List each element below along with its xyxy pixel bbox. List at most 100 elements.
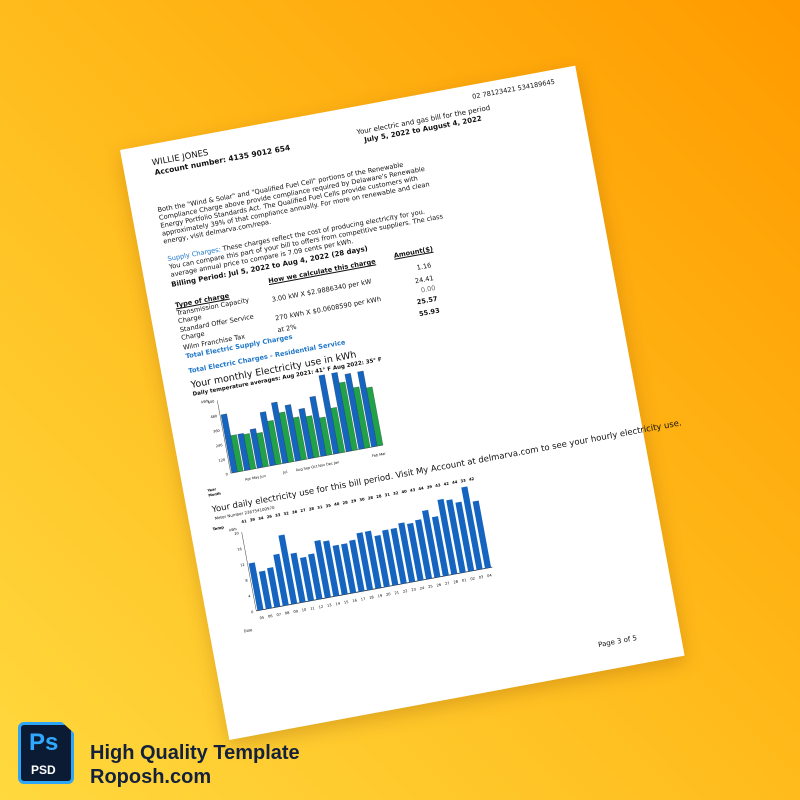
temperature-value: 44 — [418, 485, 424, 491]
date-label: 12 — [318, 605, 323, 610]
daily-bar — [314, 540, 331, 599]
daily-bar — [382, 529, 399, 586]
monthly-bar — [243, 433, 257, 470]
date-label: 15 — [344, 600, 349, 605]
bill-page: 02 78123421 534189645 Your electric and … — [120, 65, 685, 740]
y-tick-label: 16 — [237, 547, 242, 552]
temperature-value: 35 — [325, 502, 331, 508]
temperature-value: 32 — [393, 490, 399, 496]
daily-bar — [398, 522, 416, 583]
psd-label: PSD — [31, 763, 56, 777]
year-label: Year — [206, 487, 217, 493]
date-label: 23 — [411, 587, 416, 592]
month-label: Apr May Jun — [245, 474, 266, 482]
temperature-value: 29 — [350, 498, 356, 504]
temperature-value: 28 — [376, 493, 382, 499]
date-label: 10 — [301, 608, 307, 613]
daily-bar — [290, 552, 306, 603]
temperature-value: 26 — [266, 513, 272, 519]
y-tick-label: 0 — [251, 610, 254, 614]
monthly-bar — [330, 407, 345, 454]
date-label: 22 — [403, 589, 408, 594]
daily-bar — [308, 553, 323, 600]
photoshop-psd-badge: Ps PSD — [18, 722, 74, 784]
daily-bar — [349, 539, 365, 592]
daily-bar — [422, 509, 441, 578]
promo-site: Roposh.com — [90, 766, 212, 788]
monthly-bar — [319, 416, 333, 456]
monthly-bar — [267, 420, 282, 466]
temperature-value: 30 — [359, 496, 365, 502]
date-label: 11 — [310, 606, 315, 611]
daily-bar — [407, 522, 424, 581]
daily-bar — [323, 540, 340, 597]
y-axis — [217, 400, 232, 474]
monthly-bar — [278, 411, 295, 463]
date-label: 01 — [462, 578, 467, 583]
y-tick-label: 360 — [213, 429, 220, 434]
date-label: 05 — [259, 616, 264, 621]
date-label: 04 — [487, 573, 493, 578]
daily-bar — [258, 570, 272, 610]
y-tick-label: 4 — [248, 594, 252, 598]
daily-bar — [267, 567, 281, 608]
date-label: 07 — [276, 612, 281, 617]
y-tick-label: 8 — [245, 578, 248, 582]
date-label: 19 — [377, 594, 383, 599]
daily-bar — [278, 534, 298, 605]
date-label: 26 — [436, 583, 442, 588]
amount-header: Amount($) — [393, 244, 434, 260]
y-unit-label: kWh — [201, 399, 209, 404]
date-label: 06 — [268, 614, 274, 619]
daily-bar — [431, 516, 449, 577]
daily-bar — [300, 556, 315, 602]
date-label: 28 — [453, 580, 459, 585]
daily-bar — [364, 530, 382, 589]
date-label: 20 — [386, 592, 392, 597]
temp-label: Temp — [212, 524, 224, 531]
promo-headline: High Quality Template — [90, 742, 300, 764]
monthly-bar — [366, 386, 384, 447]
date-label: 02 — [470, 577, 475, 582]
temperature-value: 31 — [384, 492, 390, 498]
daily-bar — [374, 534, 390, 588]
temperature-value: 34 — [258, 515, 264, 521]
daily-bar — [341, 543, 357, 594]
temperature-value: 28 — [367, 495, 373, 501]
daily-bar — [356, 532, 374, 591]
daily-bar — [437, 498, 458, 575]
page-number: Page 3 of 5 — [597, 634, 638, 650]
y-tick-label: 600 — [207, 400, 214, 405]
monthly-bar — [293, 416, 307, 461]
daily-bar — [446, 499, 466, 574]
y-tick-label: 240 — [216, 443, 223, 448]
date-label: 27 — [445, 581, 450, 586]
temperature-value: 33 — [460, 478, 466, 484]
date-label: 03 — [478, 575, 483, 580]
daily-bar — [248, 562, 264, 611]
ps-logo-text: Ps — [29, 729, 59, 756]
daily-bar — [273, 553, 289, 606]
y-tick-label: 12 — [240, 563, 245, 568]
daily-bar — [390, 527, 407, 585]
temperature-value: 43 — [409, 487, 415, 493]
month-label: Feb Mar — [372, 452, 387, 459]
date-label: 08 — [285, 611, 291, 616]
y-tick-label: 20 — [234, 531, 239, 536]
monthly-usage-chart: kWh 0 120 240 360 480 600 Apr May Jun Jul Aug Sep… — [201, 363, 387, 498]
daily-bar — [415, 519, 433, 580]
daily-bar — [332, 544, 348, 596]
daily-bar — [461, 486, 483, 571]
temperature-value: 41 — [241, 518, 247, 524]
date-label: 09 — [293, 609, 299, 614]
daily-bar — [455, 501, 475, 572]
temperature-value: 31 — [317, 504, 323, 510]
monthly-bar — [230, 434, 244, 473]
y-unit-label: kWh — [229, 527, 237, 532]
month-label: Aug Sep Oct Nov Dec Jan — [296, 460, 340, 472]
date-axis-label: Date — [243, 628, 253, 634]
temperature-value: 39 — [249, 517, 255, 523]
y-axis — [241, 532, 257, 611]
temperature-value: 44 — [452, 479, 458, 485]
